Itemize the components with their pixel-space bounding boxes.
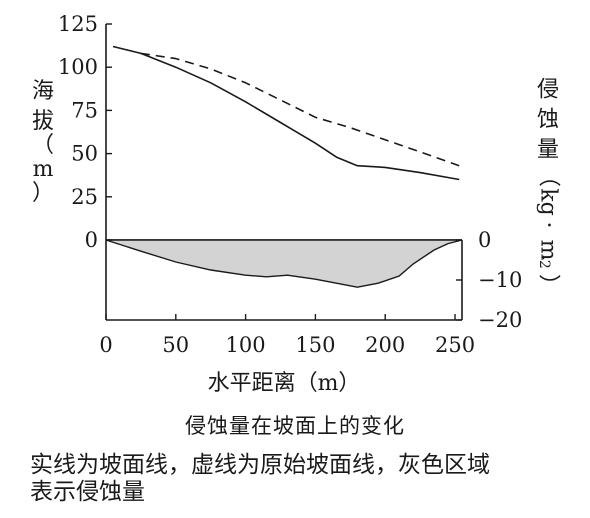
- y-left-tick-label: 100: [58, 55, 98, 79]
- y-right-title-char: 蚀: [537, 108, 559, 133]
- erosion-area: [105, 239, 463, 288]
- y-right-title-char: m: [536, 240, 561, 261]
- x-tick-label: 150: [295, 333, 335, 357]
- y-right-title-char: ·: [536, 222, 561, 229]
- y-left-tick-label: 50: [71, 142, 98, 166]
- x-tick-label: 0: [99, 333, 112, 357]
- y-right-tick-label: −20: [478, 308, 522, 332]
- current-slope-line: [112, 45, 460, 181]
- chart-title: 侵蚀量在坡面上的变化: [185, 414, 405, 438]
- erosion-area-layer: [105, 239, 463, 288]
- y-right-title-char: 侵: [537, 78, 559, 103]
- x-tick-label: 100: [226, 333, 266, 357]
- y-right-title-char: kg: [536, 188, 561, 215]
- y-right-title-char: 量: [537, 138, 559, 163]
- axis-titles-layer: 水平距离（m）海拔（m）侵蚀量（kg·m-2）: [32, 78, 561, 397]
- original-slope-line: [140, 52, 460, 167]
- x-axis-title: 水平距离（m）: [208, 371, 361, 396]
- y-left-tick-label: 75: [71, 98, 98, 122]
- y-left-tick-label: 125: [58, 12, 98, 36]
- slope-lines-layer: [112, 45, 460, 181]
- x-tick-label: 250: [435, 333, 475, 357]
- x-tick-label: 200: [365, 333, 405, 357]
- ticks-layer: 0 50 100 150 200 250 0 25 50 75 100 125 0 −10 −20: [58, 12, 522, 357]
- chart: 0 50 100 150 200 250 0 25 50 75 100 125 0 −10 −20 水平距离…: [32, 12, 561, 397]
- y-left-title-char: 海: [32, 79, 54, 104]
- y-left-tick-label: 25: [71, 185, 98, 209]
- y-left-title-char: （: [32, 133, 54, 158]
- y-right-title-char: ）: [536, 274, 561, 296]
- y-left-title-char: 拔: [32, 109, 54, 134]
- note-line-2: 表示侵蚀量: [30, 479, 145, 505]
- y-left-title-char: m: [33, 157, 54, 182]
- y-right-title-char: -2: [536, 255, 552, 269]
- y-right-title-char: （: [536, 165, 561, 187]
- y-right-tick-label: 0: [478, 228, 491, 252]
- y-left-title-char: ）: [32, 181, 54, 206]
- y-left-tick-label: 0: [85, 228, 98, 252]
- y-right-tick-label: −10: [478, 268, 522, 292]
- x-tick-label: 50: [162, 333, 189, 357]
- note-line-1: 实线为坡面线，虚线为原始坡面线，灰色区域: [30, 452, 490, 478]
